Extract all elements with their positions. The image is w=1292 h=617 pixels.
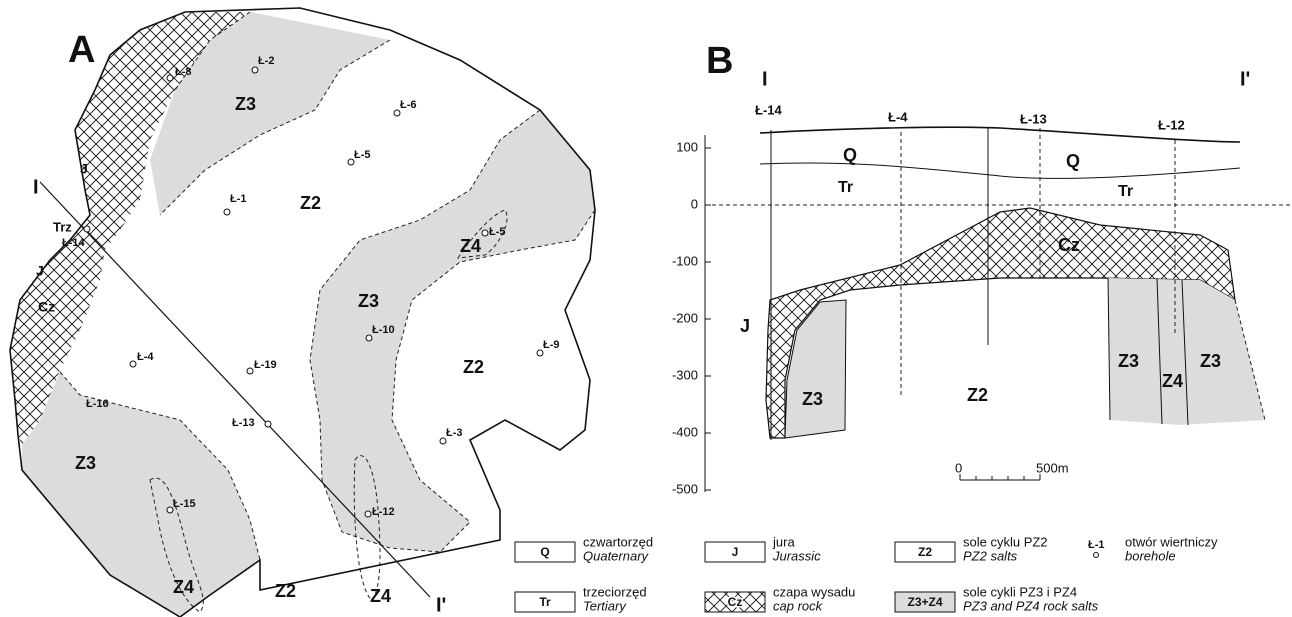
borehole-label: Ł-15 xyxy=(173,498,196,510)
legend-text: PZ3 and PZ4 rock salts xyxy=(963,598,1099,613)
borehole-label: Ł-13 xyxy=(1020,111,1047,126)
y-tick-label: 0 xyxy=(691,196,698,211)
legend-text: cap rock xyxy=(773,598,824,613)
unit-label: Z3 xyxy=(1200,351,1221,371)
legend-symbol: Tr xyxy=(539,595,551,609)
y-tick-label: -200 xyxy=(672,310,698,325)
unit-label: Z3 xyxy=(75,453,96,473)
borehole-label: Ł-12 xyxy=(1158,117,1185,132)
scale-bar xyxy=(960,474,1040,480)
legend-text: PZ2 salts xyxy=(963,548,1018,563)
borehole-label: Ł-5 xyxy=(354,149,371,161)
section-end: I' xyxy=(1240,68,1250,90)
unit-label: Z2 xyxy=(275,581,296,601)
legend-symbol: Z2 xyxy=(918,545,932,559)
borehole-label: Ł-19 xyxy=(254,359,277,371)
z3-area xyxy=(22,372,260,617)
borehole-label: Ł-12 xyxy=(372,506,395,518)
map: A I I' Z3 Z2 Z4 Z3 Z2 Z3 Z4 Z2 Z4 J J Cz… xyxy=(10,8,595,617)
unit-label: Trz xyxy=(53,219,72,234)
section-end: I' xyxy=(436,594,446,616)
unit-label: Tr xyxy=(1118,183,1133,200)
legend-text: Quaternary xyxy=(583,548,650,563)
borehole-label: Ł-5 xyxy=(489,226,506,238)
unit-label: J xyxy=(80,161,88,177)
legend-text: borehole xyxy=(1125,548,1176,563)
legend-symbol: Ł-1 xyxy=(1088,539,1105,551)
borehole-label: Ł-16 xyxy=(86,398,109,410)
unit-label: Tr xyxy=(838,179,853,196)
legend-text: Tertiary xyxy=(583,598,627,613)
unit-label: J xyxy=(36,263,44,279)
unit-label: Z4 xyxy=(460,236,481,256)
legend-text: jura xyxy=(772,534,795,549)
y-tick-label: -500 xyxy=(672,481,698,496)
unit-label: Z3 xyxy=(802,389,823,409)
unit-label: Z2 xyxy=(967,385,988,405)
legend-symbol: Cz xyxy=(728,595,743,609)
unit-label: Cz xyxy=(1058,235,1080,255)
q-tr-boundary xyxy=(760,163,1240,179)
panel-label: A xyxy=(68,29,95,71)
unit-label: Q xyxy=(1066,151,1080,171)
borehole-label: Ł-13 xyxy=(232,417,255,429)
borehole-label: Ł-1 xyxy=(230,193,247,205)
borehole-label: Ł-9 xyxy=(543,339,560,351)
unit-label: Z3 xyxy=(358,291,379,311)
unit-label: Z4 xyxy=(1162,371,1183,391)
cross-section: B I I' Ł-14 Ł-4 Ł-13 Ł-12 Q Q Tr Tr Cz J… xyxy=(672,40,1290,496)
unit-label: Z2 xyxy=(463,357,484,377)
scale-label: 0 xyxy=(955,460,962,475)
unit-label: Q xyxy=(843,145,857,165)
y-tick-label: -400 xyxy=(672,424,698,439)
z3-area xyxy=(310,110,595,552)
unit-label: J xyxy=(740,316,750,336)
legend-text: czapa wysadu xyxy=(773,584,855,599)
legend-symbol: J xyxy=(732,545,739,559)
y-tick-label: 100 xyxy=(676,139,698,154)
y-tick-label: -300 xyxy=(672,367,698,382)
panel-label: B xyxy=(706,40,733,82)
borehole-label: Ł-4 xyxy=(137,351,154,363)
borehole-label: Ł-10 xyxy=(372,324,395,336)
unit-label: Z3 xyxy=(235,94,256,114)
unit-label: Z4 xyxy=(370,586,391,606)
figure: A I I' Z3 Z2 Z4 Z3 Z2 Z3 Z4 Z2 Z4 J J Cz… xyxy=(0,0,1292,617)
legend-text: sole cykli PZ3 i PZ4 xyxy=(963,584,1077,599)
y-tick-label: -100 xyxy=(672,253,698,268)
unit-label: Cz xyxy=(38,299,55,315)
legend-text: sole cyklu PZ2 xyxy=(963,534,1048,549)
legend-text: Jurassic xyxy=(772,548,821,563)
legend-borehole xyxy=(1094,553,1099,558)
borehole-label: Ł-8 xyxy=(175,66,192,78)
legend-text: otwór wiertniczy xyxy=(1125,534,1218,549)
legend-symbol: Q xyxy=(540,545,549,559)
legend-text: trzeciorzęd xyxy=(583,584,647,599)
borehole-label: Ł-14 xyxy=(755,102,783,117)
borehole-label: Ł-14 xyxy=(62,237,86,249)
unit-label: Z3 xyxy=(1118,351,1139,371)
legend-text: czwartorzęd xyxy=(583,534,653,549)
borehole-label: Ł-3 xyxy=(446,427,463,439)
legend-symbol: Z3+Z4 xyxy=(907,595,942,609)
scale-label: 500m xyxy=(1036,460,1069,475)
borehole-label: Ł-6 xyxy=(400,99,417,111)
section-end: I xyxy=(762,68,768,90)
unit-label: Z4 xyxy=(173,577,194,597)
borehole-label: Ł-2 xyxy=(258,55,275,67)
unit-label: Z2 xyxy=(300,193,321,213)
section-end: I xyxy=(33,176,39,198)
borehole-label: Ł-4 xyxy=(888,109,908,124)
